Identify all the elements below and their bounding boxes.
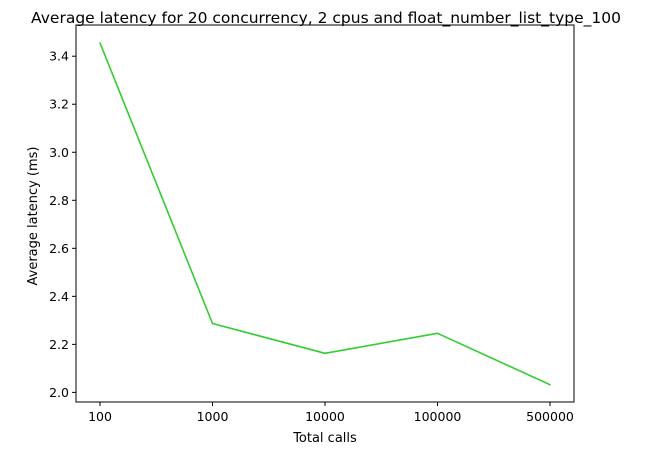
data-point	[324, 352, 326, 355]
x-tick-label: 100000	[414, 409, 462, 424]
data-point	[99, 42, 101, 44]
plot-area-frame	[75, 24, 575, 403]
y-tick-label: 2.4	[49, 289, 69, 304]
y-tick-label: 2.6	[49, 241, 69, 256]
y-tick-label: 3.0	[49, 145, 69, 160]
data-point	[436, 332, 439, 335]
y-axis-ticks: 2.0 2.2 2.4 2.6 2.8 3.0 3.2 3.4	[49, 49, 76, 400]
data-point	[211, 322, 214, 325]
x-axis-label: Total calls	[292, 431, 357, 446]
y-axis-label: Average latency (ms)	[26, 147, 41, 286]
y-tick-label: 3.4	[49, 49, 69, 64]
series-layer	[99, 42, 551, 386]
y-tick-label: 2.0	[49, 385, 69, 400]
x-tick-label: 100	[88, 409, 112, 424]
x-tick-label: 500000	[526, 409, 574, 424]
data-point	[549, 383, 551, 386]
y-tick-label: 2.8	[49, 193, 69, 208]
x-tick-label: 1000	[197, 409, 229, 424]
series-line	[99, 42, 551, 386]
y-tick-label: 3.2	[49, 97, 69, 112]
y-tick-label: 2.2	[49, 337, 69, 352]
x-tick-label: 10000	[305, 409, 345, 424]
x-axis-ticks: 100 1000 10000 100000 500000	[88, 402, 574, 424]
chart-title: Average latency for 20 concurrency, 2 cp…	[31, 9, 621, 28]
